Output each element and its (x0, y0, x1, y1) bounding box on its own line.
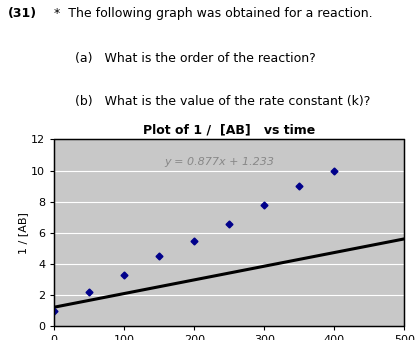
Text: (a)   What is the order of the reaction?: (a) What is the order of the reaction? (75, 52, 316, 65)
Text: (b)   What is the value of the rate constant (k)?: (b) What is the value of the rate consta… (75, 95, 370, 108)
Text: y = 0.877x + 1.233: y = 0.877x + 1.233 (164, 157, 274, 167)
Bar (54, 139, 404, 326)
Text: *  The following graph was obtained for a reaction.: * The following graph was obtained for a… (54, 7, 373, 20)
Title: Plot of 1 /  [AB]   vs time: Plot of 1 / [AB] vs time (143, 124, 316, 137)
Text: (31): (31) (8, 7, 38, 20)
Y-axis label: 1 / [AB]: 1 / [AB] (18, 212, 28, 254)
